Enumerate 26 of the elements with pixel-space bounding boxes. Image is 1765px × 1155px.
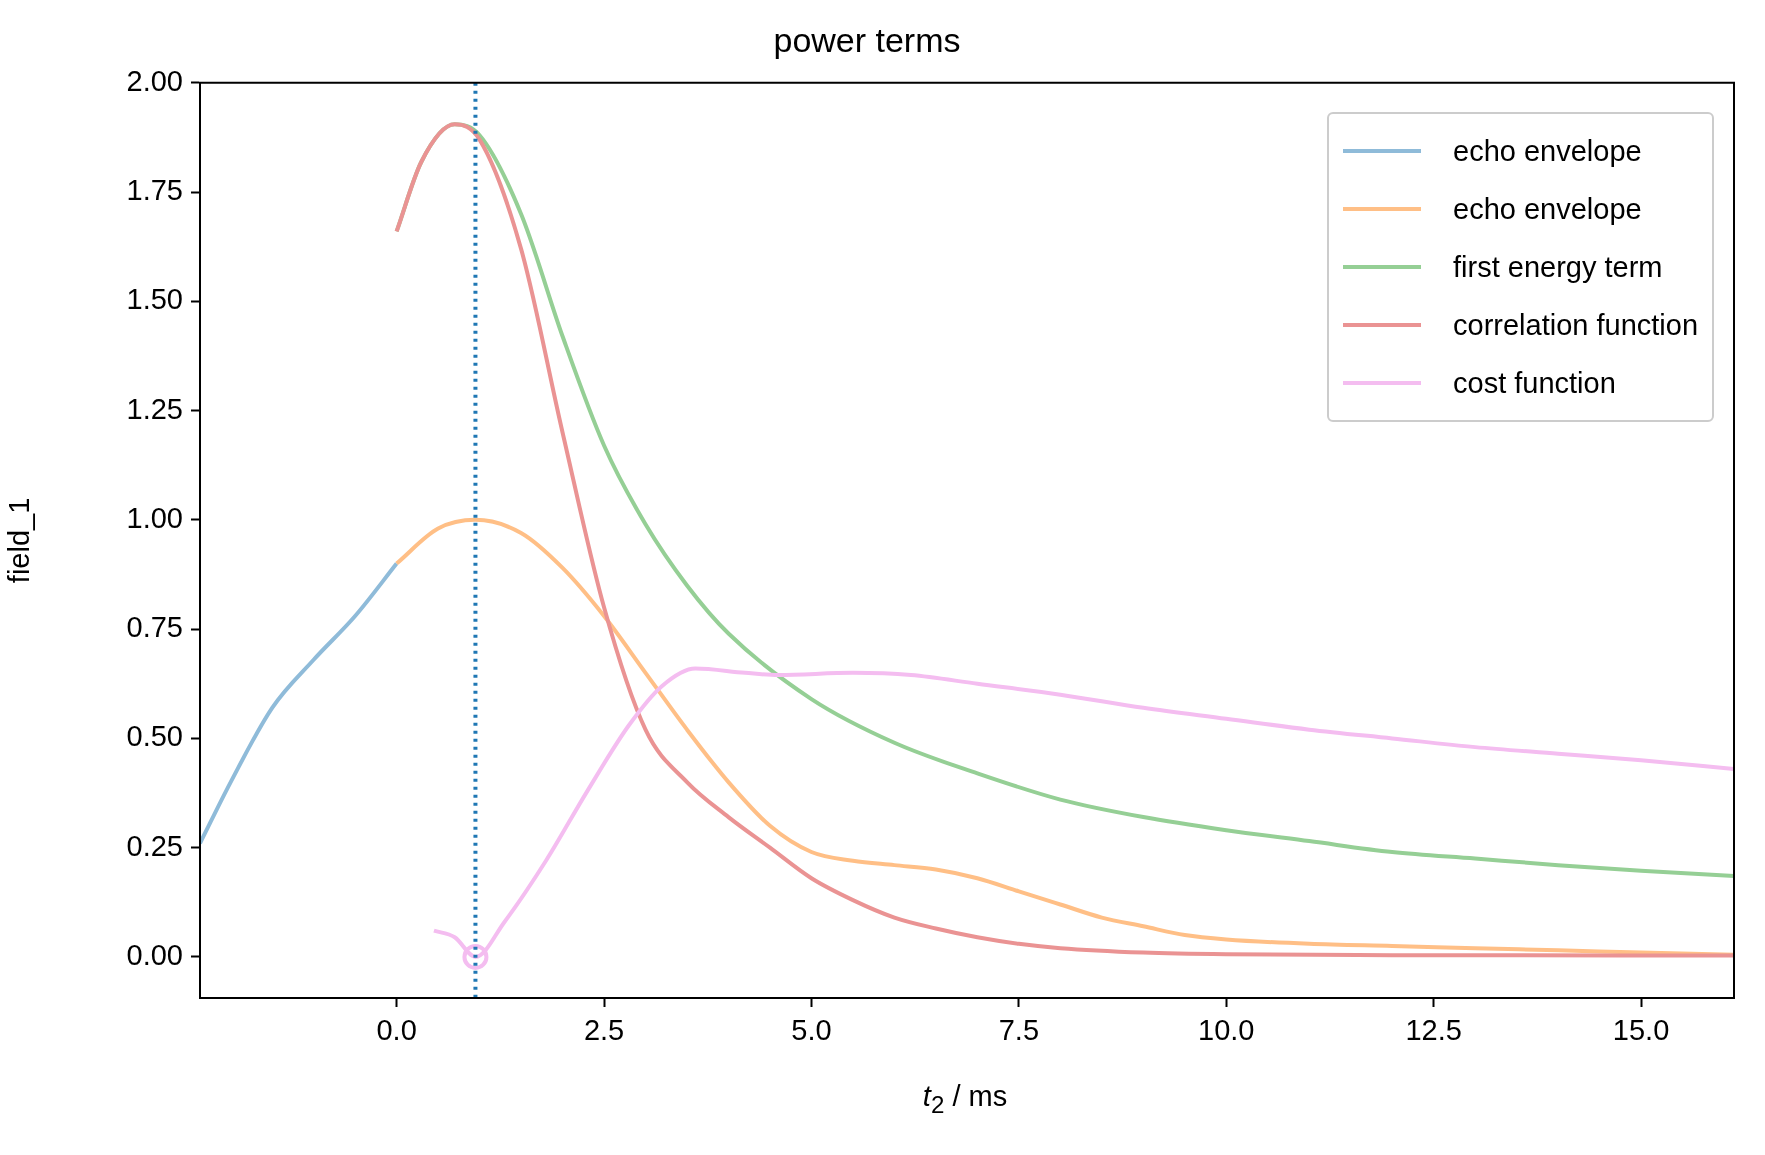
y-tick-label: 0.75 — [126, 611, 183, 644]
line-series — [394, 517, 1734, 957]
legend-label: echo envelope — [1453, 134, 1642, 168]
y-tick-label: 1.25 — [126, 392, 183, 425]
legend-label: first energy term — [1453, 250, 1663, 284]
y-tick-label: 2.00 — [126, 64, 183, 97]
y-tick-label: 0.00 — [126, 938, 183, 971]
chart-title: power terms — [773, 20, 961, 59]
y-tick-label: 1.00 — [126, 501, 183, 534]
x-axis-title: t$_{2}$ / ms — [921, 1080, 1009, 1119]
x-tick-label: 7.5 — [998, 1014, 1040, 1047]
x-tick-label: 5.0 — [791, 1014, 832, 1047]
x-tick-label: 12.5 — [1405, 1014, 1462, 1047]
legend-label: echo envelope — [1453, 192, 1642, 226]
y-axis-title: field_1 — [3, 497, 36, 584]
x-tick-label: 2.5 — [583, 1014, 625, 1047]
x-tick-label: 10.0 — [1198, 1014, 1255, 1047]
line-series — [200, 561, 399, 846]
y-tick-label: 0.25 — [126, 829, 183, 862]
legend-label: correlation function — [1453, 308, 1699, 342]
x-tick-label: 15.0 — [1612, 1014, 1670, 1047]
y-tick-label: 0.50 — [126, 720, 183, 753]
x-tick-label: 0.0 — [376, 1014, 417, 1047]
y-tick-label: 1.50 — [126, 283, 183, 316]
y-tick-label: 1.75 — [126, 174, 183, 207]
legend-label: cost function — [1453, 366, 1616, 400]
